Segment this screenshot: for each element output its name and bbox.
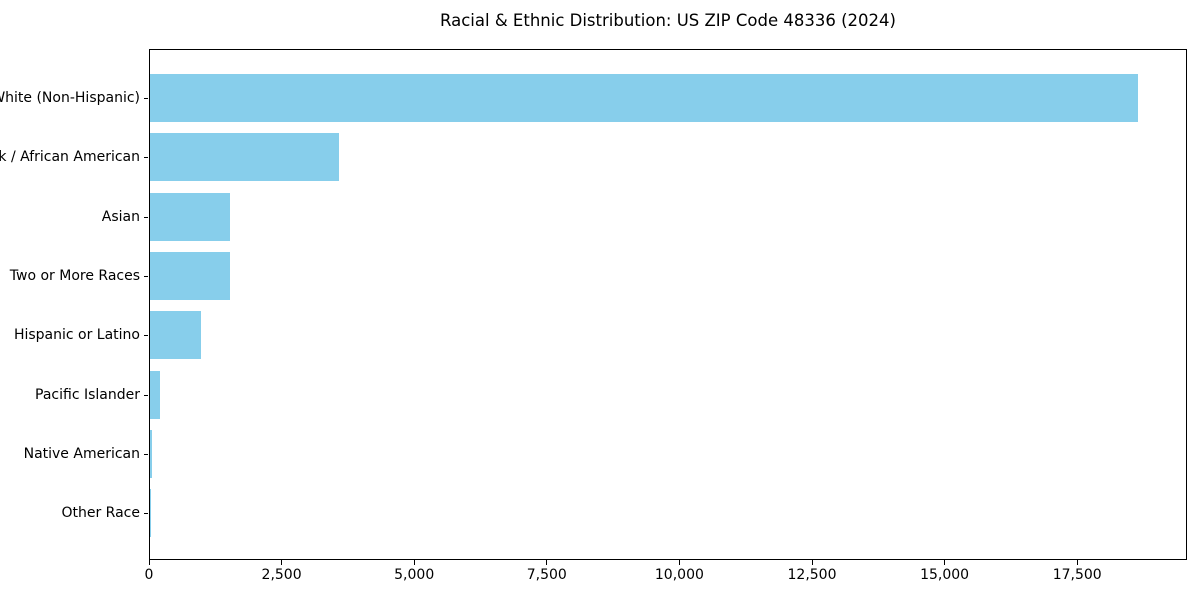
x-tick-mark [678, 560, 680, 565]
bar-two-or-more-races [150, 251, 230, 300]
chart-title: Racial & Ethnic Distribution: US ZIP Cod… [440, 11, 896, 30]
x-tick-mark [944, 560, 946, 565]
x-tick-mark [811, 560, 813, 565]
y-tick-label: Other Race [61, 505, 140, 522]
y-tick-mark [144, 275, 148, 277]
bar-black-african-american [150, 133, 339, 182]
y-tick-mark [144, 513, 148, 515]
x-tick-label: 2,500 [261, 567, 302, 583]
plot-area [149, 49, 1187, 560]
bar-pacific-islander [150, 370, 161, 419]
y-tick-mark [144, 394, 148, 396]
y-tick-mark [144, 216, 148, 218]
x-tick-label: 17,500 [1052, 567, 1102, 583]
y-tick-label: Asian [101, 208, 140, 225]
y-tick-mark [144, 98, 148, 99]
bar-hispanic-or-latino [150, 311, 201, 360]
bar-other-race [150, 489, 151, 538]
y-tick-mark [144, 335, 148, 337]
x-tick-label: 15,000 [920, 567, 970, 583]
x-tick-mark [148, 560, 150, 565]
bar-white-non-hispanic- [150, 74, 1138, 122]
y-tick-label: Two or More Races [9, 267, 140, 284]
bar-asian [150, 192, 231, 241]
x-tick-label: 0 [144, 567, 154, 583]
y-tick-mark [144, 453, 148, 455]
x-tick-mark [1076, 560, 1078, 565]
y-tick-label: Native American [23, 445, 140, 462]
x-tick-mark [413, 560, 415, 565]
y-tick-label: White (Non-Hispanic) [0, 90, 140, 106]
x-tick-label: 10,000 [654, 567, 704, 583]
x-tick-label: 7,500 [526, 567, 567, 583]
y-tick-label: Black / African American [0, 149, 140, 166]
y-tick-mark [144, 157, 148, 159]
x-tick-mark [546, 560, 548, 565]
y-tick-label: Hispanic or Latino [13, 327, 140, 344]
x-tick-label: 5,000 [394, 567, 435, 583]
y-tick-label: Pacific Islander [35, 386, 140, 403]
bar-native-american [150, 429, 152, 478]
x-tick-mark [281, 560, 283, 565]
x-tick-label: 12,500 [787, 567, 837, 583]
